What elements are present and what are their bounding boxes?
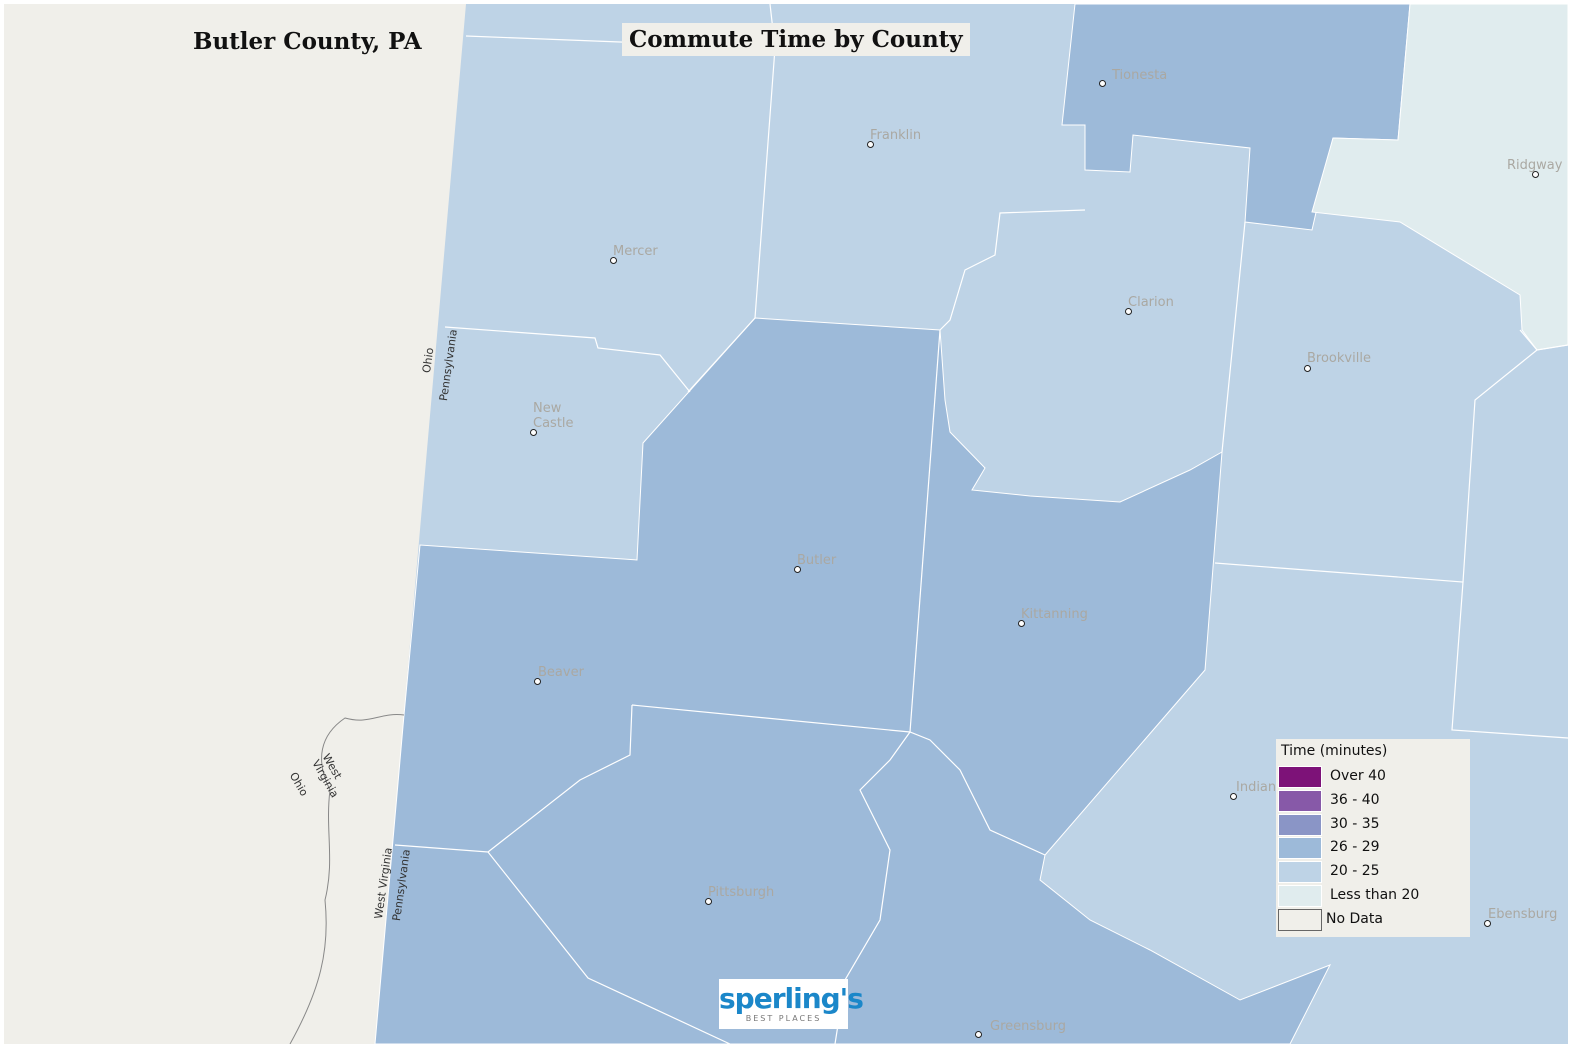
- city-label: Greensburg: [990, 1019, 1067, 1034]
- county-elk[interactable]: [1311, 4, 1568, 351]
- logo-tagline: BEST PLACES: [745, 1014, 822, 1023]
- city-label: Butler: [797, 553, 837, 568]
- city-marker-icon: [534, 678, 541, 685]
- legend-swatch: [1278, 766, 1322, 788]
- city-marker-icon: [1018, 620, 1025, 627]
- city-label: Ebensburg: [1488, 907, 1558, 922]
- legend-swatch: [1278, 885, 1322, 907]
- city-label: Tionesta: [1112, 68, 1168, 83]
- legend-title: Time (minutes): [1281, 743, 1388, 759]
- county-title: Butler County, PA: [193, 28, 422, 55]
- ohio-river: [289, 714, 405, 1044]
- legend-swatch: [1278, 909, 1322, 931]
- city-marker-icon: [1125, 308, 1132, 315]
- city-label: Ridgway: [1507, 158, 1563, 173]
- city-label: Brookville: [1307, 351, 1371, 366]
- counties-26-29[interactable]: [374, 317, 1332, 1044]
- map-legend: Time (minutes) Over 40 36 - 40 30 - 35 2…: [1276, 739, 1470, 937]
- city-label: Pittsburgh: [708, 885, 775, 900]
- county-borders: [394, 4, 1568, 1044]
- city-label: Kittanning: [1021, 607, 1088, 622]
- city-label: Beaver: [538, 665, 584, 680]
- city-label: Indiana: [1236, 780, 1285, 795]
- city-label: Mercer: [613, 244, 658, 259]
- city-marker-icon: [1532, 171, 1539, 178]
- county-map[interactable]: [4, 4, 1568, 1044]
- city-label: Clarion: [1128, 295, 1174, 310]
- city-label: Franklin: [870, 128, 922, 143]
- legend-swatch: [1278, 790, 1322, 812]
- city-marker-icon: [1230, 793, 1237, 800]
- legend-swatch: [1278, 861, 1322, 883]
- city-marker-icon: [975, 1031, 982, 1038]
- city-marker-icon: [530, 429, 537, 436]
- city-marker-icon: [1484, 920, 1491, 927]
- sperlings-logo[interactable]: sperling's BEST PLACES: [719, 979, 864, 1029]
- city-marker-icon: [1304, 365, 1311, 372]
- logo-name: sperling's: [719, 982, 864, 1015]
- legend-swatch: [1278, 814, 1322, 836]
- city-marker-icon: [867, 141, 874, 148]
- city-marker-icon: [1099, 80, 1106, 87]
- city-marker-icon: [794, 566, 801, 573]
- legend-swatch: [1278, 837, 1322, 859]
- city-marker-icon: [705, 898, 712, 905]
- city-marker-icon: [610, 257, 617, 264]
- city-label: New Castle: [533, 401, 574, 431]
- map-title: Commute Time by County: [622, 23, 970, 56]
